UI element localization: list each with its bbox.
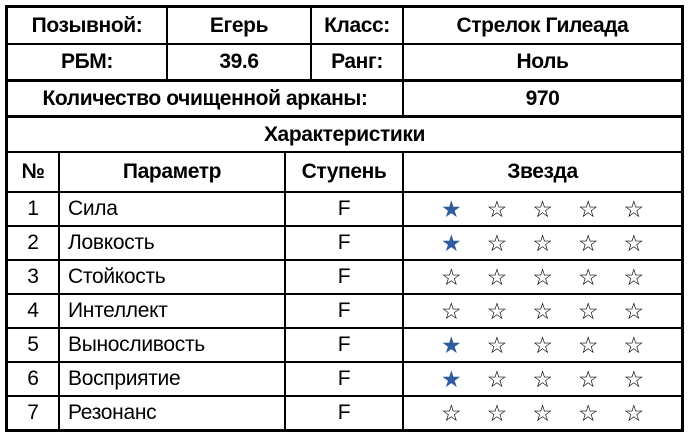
star-empty-icon: ☆ — [486, 195, 508, 222]
star-row: ★ ☆ ☆ ☆ ☆ — [440, 331, 645, 358]
stat-parameter: Выносливость — [60, 329, 286, 361]
stat-star-rating: ★ ☆ ☆ ☆ ☆ — [404, 227, 681, 259]
star-empty-icon: ☆ — [532, 399, 553, 426]
callsign-label: Позывной: — [8, 8, 168, 43]
stat-row: 7 Резонанс F ☆ ☆ ☆ ☆ ☆ — [8, 397, 681, 429]
class-value: Стрелок Гилеада — [456, 13, 629, 37]
star-empty-icon: ☆ — [532, 331, 553, 358]
star-row: ★ ☆ ☆ ☆ ☆ — [440, 229, 645, 256]
star-filled-icon: ★ — [440, 331, 462, 358]
arcana-row: Количество очищенной арканы: 970 — [8, 82, 681, 118]
stat-star-rating: ★ ☆ ☆ ☆ ☆ — [404, 363, 681, 395]
stat-star-rating: ☆ ☆ ☆ ☆ ☆ — [404, 295, 681, 327]
stat-star-rating: ★ ☆ ☆ ☆ ☆ — [404, 329, 681, 361]
stats-section-row: Характеристики — [8, 118, 681, 153]
star-empty-icon: ☆ — [532, 365, 553, 392]
stat-grade: F — [286, 227, 404, 259]
stat-parameter: Ловкость — [60, 227, 286, 259]
stat-row: 2 Ловкость F ★ ☆ ☆ ☆ ☆ — [8, 227, 681, 261]
star-empty-icon: ☆ — [440, 399, 462, 426]
star-empty-icon: ☆ — [577, 297, 599, 324]
star-empty-icon: ☆ — [440, 297, 462, 324]
star-empty-icon: ☆ — [623, 331, 645, 358]
stat-grade: F — [286, 397, 404, 429]
stat-grade: F — [286, 329, 404, 361]
rank-label: Ранг: — [312, 45, 404, 79]
callsign-value: Егерь — [168, 8, 312, 43]
rank-value: Ноль — [516, 50, 569, 73]
stat-number: 3 — [8, 261, 60, 293]
stat-number: 4 — [8, 295, 60, 327]
star-empty-icon: ☆ — [532, 263, 553, 290]
star-empty-icon: ☆ — [577, 229, 599, 256]
character-sheet-table: Позывной: Егерь Класс: Стрелок Гилеада Р… — [5, 5, 684, 432]
star-empty-icon: ☆ — [486, 365, 508, 392]
info-row-rbm-rank: РБМ: 39.6 Ранг: Ноль — [8, 45, 681, 82]
star-empty-icon: ☆ — [577, 263, 599, 290]
header-grade: Ступень — [286, 153, 404, 191]
stat-grade: F — [286, 261, 404, 293]
stat-row: 5 Выносливость F ★ ☆ ☆ ☆ ☆ — [8, 329, 681, 363]
star-empty-icon: ☆ — [486, 399, 508, 426]
stat-number: 2 — [8, 227, 60, 259]
star-empty-icon: ☆ — [486, 331, 508, 358]
star-filled-icon: ★ — [440, 195, 462, 222]
star-row: ★ ☆ ☆ ☆ ☆ — [440, 365, 645, 392]
star-filled-icon: ★ — [440, 365, 462, 392]
star-empty-icon: ☆ — [623, 263, 645, 290]
star-empty-icon: ☆ — [623, 399, 645, 426]
stat-star-rating: ☆ ☆ ☆ ☆ ☆ — [404, 397, 681, 429]
stat-star-rating: ☆ ☆ ☆ ☆ ☆ — [404, 261, 681, 293]
stat-parameter: Восприятие — [60, 363, 286, 395]
star-empty-icon: ☆ — [532, 297, 553, 324]
stat-number: 6 — [8, 363, 60, 395]
stat-row: 3 Стойкость F ☆ ☆ ☆ ☆ ☆ — [8, 261, 681, 295]
star-row: ☆ ☆ ☆ ☆ ☆ — [440, 399, 645, 426]
stats-header-row: № Параметр Ступень Звезда — [8, 153, 681, 193]
stat-grade: F — [286, 363, 404, 395]
star-row: ☆ ☆ ☆ ☆ ☆ — [440, 263, 645, 290]
arcana-value: 970 — [525, 86, 560, 110]
header-stars: Звезда — [507, 160, 578, 183]
header-param: Параметр — [60, 153, 286, 191]
info-row-callsign-class: Позывной: Егерь Класс: Стрелок Гилеада — [8, 8, 681, 45]
stat-number: 7 — [8, 397, 60, 429]
stat-parameter: Стойкость — [60, 261, 286, 293]
star-empty-icon: ☆ — [577, 331, 599, 358]
stat-row: 4 Интеллект F ☆ ☆ ☆ ☆ ☆ — [8, 295, 681, 329]
stat-parameter: Интеллект — [60, 295, 286, 327]
arcana-label: Количество очищенной арканы: — [8, 82, 404, 115]
stat-star-rating: ★ ☆ ☆ ☆ ☆ — [404, 193, 681, 225]
header-num: № — [8, 153, 60, 191]
star-filled-icon: ★ — [440, 229, 462, 256]
star-empty-icon: ☆ — [577, 399, 599, 426]
stat-row: 6 Восприятие F ★ ☆ ☆ ☆ ☆ — [8, 363, 681, 397]
star-empty-icon: ☆ — [623, 195, 645, 222]
star-empty-icon: ☆ — [623, 365, 645, 392]
star-empty-icon: ☆ — [532, 195, 553, 222]
star-row: ★ ☆ ☆ ☆ ☆ — [440, 195, 645, 222]
star-empty-icon: ☆ — [623, 297, 645, 324]
stat-parameter: Сила — [60, 193, 286, 225]
stat-row: 1 Сила F ★ ☆ ☆ ☆ ☆ — [8, 193, 681, 227]
star-empty-icon: ☆ — [577, 195, 599, 222]
star-empty-icon: ☆ — [532, 229, 553, 256]
stat-grade: F — [286, 295, 404, 327]
class-label: Класс: — [312, 8, 404, 43]
star-empty-icon: ☆ — [486, 229, 508, 256]
rbm-value: 39.6 — [168, 45, 312, 79]
rbm-label: РБМ: — [8, 45, 168, 79]
star-row: ☆ ☆ ☆ ☆ ☆ — [440, 297, 645, 324]
star-empty-icon: ☆ — [623, 229, 645, 256]
star-empty-icon: ☆ — [577, 365, 599, 392]
stats-section-title: Характеристики — [263, 122, 426, 146]
star-empty-icon: ☆ — [440, 263, 462, 290]
stat-parameter: Резонанс — [60, 397, 286, 429]
stat-grade: F — [286, 193, 404, 225]
star-empty-icon: ☆ — [486, 263, 508, 290]
star-empty-icon: ☆ — [486, 297, 508, 324]
stat-number: 1 — [8, 193, 60, 225]
stat-number: 5 — [8, 329, 60, 361]
